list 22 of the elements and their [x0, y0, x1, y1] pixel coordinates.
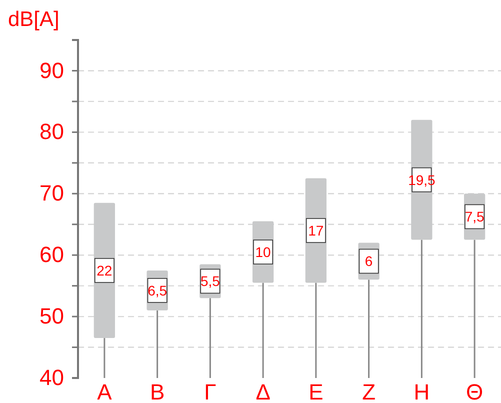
y-tick-label: 60 — [40, 242, 64, 268]
data-label: 17 — [308, 222, 324, 239]
y-tick-label: 40 — [40, 365, 64, 390]
data-label: 5,5 — [200, 273, 220, 290]
data-label: 6,5 — [148, 282, 168, 298]
x-tick-label: Β — [150, 380, 165, 403]
y-tick-label: 90 — [40, 58, 64, 83]
data-label: 22 — [96, 262, 112, 278]
x-tick-label: Γ — [204, 380, 216, 403]
x-tick-label: Δ — [256, 380, 271, 403]
x-tick-label: Ε — [308, 380, 324, 403]
data-label: 10 — [255, 244, 272, 260]
y-tick-label: 80 — [40, 119, 64, 144]
x-tick-label: Ζ — [362, 380, 376, 403]
x-tick-label: Η — [414, 380, 430, 403]
x-tick-label: Θ — [466, 380, 484, 403]
x-tick-label: Α — [97, 380, 112, 403]
y-tick-label: 70 — [40, 180, 64, 206]
y-axis-title: dB[A] — [8, 8, 60, 31]
data-label: 6 — [364, 253, 373, 270]
data-label: 7,5 — [464, 208, 485, 225]
y-tick-label: 50 — [40, 304, 64, 329]
